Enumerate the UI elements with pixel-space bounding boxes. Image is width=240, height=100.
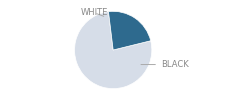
Wedge shape [108, 11, 151, 50]
Text: WHITE: WHITE [80, 8, 108, 17]
Wedge shape [75, 12, 152, 89]
Text: BLACK: BLACK [141, 60, 189, 69]
